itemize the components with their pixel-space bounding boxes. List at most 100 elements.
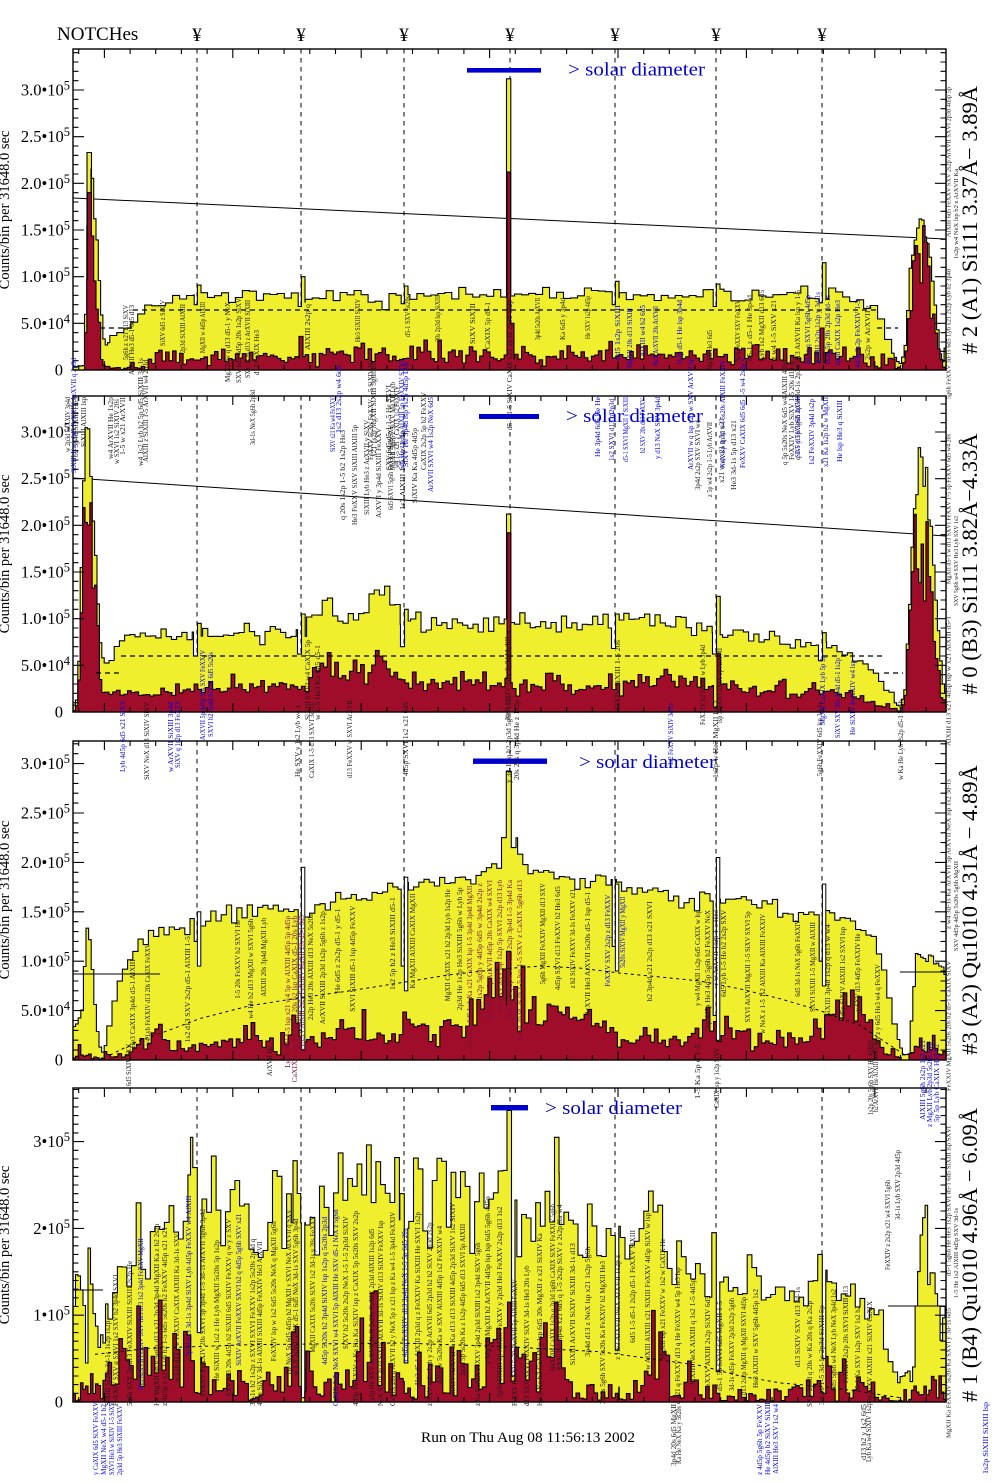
svg-text:1s2 AlXIII 1-5 y z 1s2p: 1s2 AlXIII 1-5 y z 1s2p [399, 429, 407, 510]
svg-text:4d5p 2s2p FeXXIV 1-5: 4d5p 2s2p FeXXIV 1-5 [854, 299, 862, 368]
svg-text:¥: ¥ [505, 25, 515, 46]
svg-text:1.0•105: 1.0•105 [21, 265, 70, 286]
svg-text:SiXIII Ka z 6d5 FeXXIV ArXVII: SiXIII Ka z 6d5 FeXXIV ArXVII q 2p3d [70, 358, 78, 473]
svg-text:> solar diameter: > solar diameter [579, 752, 717, 773]
svg-text:4d5p FeXXIV z Ka Ka Ka SiXIV l: 4d5p FeXXIV z Ka Ka Ka SiXIV lsp z CaXIX… [352, 1210, 360, 1406]
svg-text:5p 5p Lyb CaXIX He3 b2: 5p 5p Lyb CaXIX He3 b2 [933, 1043, 941, 1122]
svg-text:2.0•105: 2.0•105 [21, 172, 70, 193]
svg-text:z b2 SiXIV FeXXV 3d-1s FeXXV x: z b2 SiXIV FeXXV 3d-1s FeXXV x21 [569, 889, 577, 988]
svg-text:NeX SiXIV 2s2p 2p3d MgXII w: NeX SiXIV 2s2p 2p3d MgXII w [504, 629, 512, 720]
svg-text:w 2p3d FeXXIV 3p4d: w 2p3d FeXXIV 3p4d [64, 397, 72, 452]
svg-text:SiXIII 5s20s 3d-1s 1s2p 1s2p: SiXIII 5s20s 3d-1s 1s2p 1s2p [104, 1320, 112, 1406]
svg-text:SiXIV ArXVII FeXXV SXVI b2 q 4: SiXIV ArXVII FeXXV SXVI b2 q 4d5p 5g6h S… [235, 1213, 243, 1365]
svg-text:SXV 5g6h w4 SXV He3 Lyb SXV 1s: SXV 5g6h w4 SXV He3 Lyb SXV 1s2 [953, 516, 960, 606]
svg-text:2p3d SiXV 5p ArXVII 4d5p 20s C: 2p3d SiXV 5p ArXVII 4d5p 20s CaXIX w4 SX… [486, 879, 494, 1021]
svg-text:w NeX z 1-5 1s2 AlXIII Ka AlXI: w NeX z 1-5 1s2 AlXIII Ka AlXIII FeXXIV [759, 914, 767, 1034]
svg-text:SXV 6d5 4d5p 20s 1s2p SiXV: SXV 6d5 4d5p 20s 1s2p SiXV [235, 298, 243, 383]
svg-text:2s2p w ArXVII z: 2s2p w ArXVII z [864, 305, 872, 360]
svg-text:d13 FeXXV w SXVI ArXVII: d13 FeXXV w SXVI ArXVII [346, 699, 354, 778]
svg-text:3d-1s NeX 5g6h 2p3d: 3d-1s NeX 5g6h 2p3d [249, 390, 257, 445]
svg-text:He3 FeXXV SiXV SiXIII AlXIII 5: He3 FeXXV SiXV SiXIII AlXIII 5p [351, 425, 359, 525]
svg-text:z He3 ArXVII NeX ArXVII 1s2p z: z He3 ArXVII NeX ArXVII 1s2p z [614, 1255, 622, 1360]
svg-text:1s2p SiXIII SiXIII lsp: 1s2p SiXIII SiXIII lsp [982, 1401, 990, 1474]
svg-text:FeXXIV lsp w 1s2 6d5 5s20s NeX: FeXXIV lsp w 1s2 6d5 5s20s NeX q MgXII 5… [270, 1221, 278, 1361]
svg-text:w 1-5 2s2p CaXIX d5-1 6d5 NeX: w 1-5 2s2p CaXIX d5-1 6d5 NeX 3d-1s SXV … [292, 1218, 300, 1375]
svg-text:He 4d5p b2 SiXV SiXIII: He 4d5p b2 SiXV SiXIII [764, 1401, 772, 1475]
svg-text:4d5p SXVI d13 FeXXV b2 He3 6d5: 4d5p SXVI d13 FeXXV b2 He3 6d5 [554, 886, 562, 990]
svg-text:ArXVII He3 ArXVII 5s20s d5-1 l: ArXVII He3 ArXVII 5s20s d5-1 lsp d5-1 [584, 891, 592, 1016]
svg-text:x21 w q x21 q 5p x21: x21 w q x21 q 5p x21 [718, 417, 726, 483]
svg-text:b2 d13 2s2p MgXII q MgXII SXVI: b2 d13 2s2p MgXII q MgXII SXVI 4d5p [740, 1297, 748, 1403]
svg-text:3d-1s Lyb SXV 2p3d 4d5p: 3d-1s Lyb SXV 2p3d 4d5p [894, 1150, 902, 1220]
svg-text:1•105: 1•105 [33, 1304, 70, 1325]
svg-text:1s2p d5-1 He lsp 3p4d: 1s2p d5-1 He lsp 3p4d [676, 299, 684, 365]
svg-text:SiXIII AlXIII lsp: SiXIII AlXIII lsp [80, 396, 88, 447]
svg-text:4d5p w 5s20s Ka w SXV AlXIII 4: 4d5p w 5s20s Ka w SXV AlXIII 4d5p 1s2 Fe… [436, 1225, 444, 1383]
svg-text:5.0•104: 5.0•104 [21, 654, 71, 675]
svg-text:SXV 1s2p d13 z ArXVII SiXIII: SXV 1s2p d13 z ArXVII SiXIII [244, 299, 252, 378]
svg-text:CaXIX 1-5 d13 SXVI 3d-1s: CaXIX 1-5 d13 SXVI 3d-1s [308, 703, 316, 778]
svg-text:lsp 4d5p He3 4d5p 5g6h b2 FeXX: lsp 4d5p He3 4d5p 5g6h b2 FeXXV NeX [704, 910, 712, 1029]
svg-text:d13 ArXVII Ka lsp y 1-5: d13 ArXVII Ka lsp y 1-5 [794, 289, 802, 362]
svg-text:3.0•105: 3.0•105 [21, 421, 70, 442]
svg-text:Ka MgXII AlXIII CaXIX MgXII: Ka MgXII AlXIII CaXIX MgXII [409, 893, 417, 989]
svg-text:SXVI He3 w SiXIV 1-5 SiXV: SXVI He3 w SiXIV 1-5 SiXV [108, 1402, 116, 1475]
svg-text:CaXIX 20s q ArXVII b2 y NeX 5p: CaXIX 20s q ArXVII b2 y NeX 5p z x21 lsp… [389, 1212, 397, 1406]
svg-text:Lyb 1s2 MgXII d13 6d5: Lyb 1s2 MgXII d13 6d5 [758, 289, 766, 360]
svg-text:NOTCHes: NOTCHes [57, 24, 138, 45]
svg-text:lsp MgXII CaXIX 5p ArXVII: lsp MgXII CaXIX 5p ArXVII [716, 647, 724, 723]
svg-text:NeX lsp 2p3d w4 5s20s AlXIII F: NeX lsp 2p3d w4 5s20s AlXIII FeXXIV [719, 360, 727, 468]
svg-text:y SXV d13 4d5p FeXXIV He: y SXV d13 4d5p FeXXIV He [854, 934, 862, 1012]
svg-text:w Lyb d13 z w FeXXIV CaXIX AlX: w Lyb d13 z w FeXXIV CaXIX AlXIII Ka 3d-… [173, 1230, 181, 1382]
svg-text:w4 He b2 d13 MgXII w SXVI 5g6h: w4 He b2 d13 MgXII w SXVI 5g6h [247, 918, 255, 1018]
svg-text:Ka 6d5 y 3p4d: Ka 6d5 y 3p4d [559, 298, 567, 340]
svg-text:1s2p w4 NeX lsp b2 z ArXVII Ka: 1s2p w4 NeX lsp b2 z ArXVII Ka [953, 169, 960, 259]
svg-text:b2 ArXVII He AlXIII ArXVII: b2 ArXVII He AlXIII ArXVII [872, 1041, 880, 1112]
svg-text:b2 3p4d SiXIII He3: b2 3p4d SiXIII He3 [72, 396, 80, 457]
svg-text:3p4d 2p3d 2s2p 1-5 lsp 1-5 SXV: 3p4d 2p3d 2s2p 1-5 lsp 1-5 SXV z CaXIX 5… [516, 879, 524, 1041]
svg-text:He z y 6d5 He3 w4 q FeXXV: He z y 6d5 He3 w4 q FeXXV [874, 964, 882, 1044]
svg-text:MgXII w 4d5p AlXIII: MgXII w 4d5p AlXIII [199, 301, 207, 353]
svg-text:z 5p w4 2s2p 1-5 Lyb ArXVII: z 5p w4 2s2p 1-5 Lyb ArXVII [706, 421, 714, 497]
svg-text:w4 ArXVII He 1s2p: w4 ArXVII He 1s2p [107, 396, 115, 459]
svg-text:6d5 SiXIV SXV: 6d5 SiXIV SXV [125, 1044, 133, 1086]
svg-text:1s2 FeXXIV 3p4d 1s2p: 1s2 FeXXIV 3p4d 1s2p [808, 399, 816, 465]
svg-text:20s 2p3d lsp SiXIII: 20s 2p3d lsp SiXIII [434, 294, 442, 342]
svg-text:2p3d d13 3d-1s 3p4d SiXV Lyb 4: 2p3d d13 3d-1s 3p4d SiXV Lyb 4d5p FeXXV … [185, 1195, 193, 1357]
svg-text:SiXIII ArXVII SiXIV SiXIII 3d-: SiXIII ArXVII SiXIV SiXIII 3d-1s d13 [569, 1243, 577, 1366]
svg-text:AlXIII d13 x21 4d5p lsp w x21: AlXIII d13 x21 4d5p lsp w x21 AlXIII d5-… [946, 616, 953, 746]
svg-text:5g6h SXV 5p d13 FeXXIV SiXIII: 5g6h SXV 5p d13 FeXXIV SiXIII SiXIII 2s2… [126, 1261, 134, 1406]
svg-text:1-5 He 1s2 AlXIII 4d5p SXV 3d-: 1-5 He 1s2 AlXIII 4d5p SXV 3d-1s [953, 1208, 960, 1298]
svg-text:FeXXIV MgXII 5s20s 20s b2 d5-1: FeXXIV MgXII 5s20s 20s b2 d5-1 CaXIX SiX… [946, 961, 953, 1091]
svg-text:NeX FeXXV SXV FeXXV: NeX FeXXV SXV FeXXV [734, 300, 742, 362]
svg-text:2s2p He3 20s AlXIII d13 NeX 5s: 2s2p He3 20s AlXIII d13 NeX 5s20s [307, 914, 315, 1020]
svg-text:#3 (A2) Qu1010 4.31Å − 4.89Å: #3 (A2) Qu1010 4.31Å − 4.89Å [957, 764, 982, 1054]
svg-text:AlXIII He3 d5-1 6d5 d13: AlXIII He3 d5-1 6d5 d13 [128, 305, 136, 375]
svg-text:5.0•104: 5.0•104 [21, 312, 71, 333]
svg-text:0: 0 [55, 703, 63, 722]
svg-text:q x21 q FeXXV d13 q He FeXXV w: q x21 q FeXXV d13 q He FeXXV w4 5p He3 l… [674, 1267, 682, 1404]
svg-text:Counts/bin per 31648.0 sec: Counts/bin per 31648.0 sec [0, 1166, 13, 1325]
svg-text:5s20s SiXIV MgXII y MgXII: 5s20s SiXIV MgXII y MgXII [619, 896, 627, 968]
svg-text:Counts/bin per 31648.0 sec: Counts/bin per 31648.0 sec [0, 131, 13, 290]
svg-text:1.5•105: 1.5•105 [21, 900, 70, 921]
svg-text:FeXXV 5s20s FeXXV 1-5 SiXIV He: FeXXV 5s20s FeXXV 1-5 SiXIV He [367, 360, 375, 460]
svg-text:SXVI b2 3p4d SiXIII 6d5 5s20s: SXVI b2 3p4d SiXIII 6d5 5s20s [207, 652, 215, 737]
svg-text:5p SiXV AlXIII x21 SiXIV CaXIX: 5p SiXV AlXIII x21 SiXIV CaXIX [866, 1301, 874, 1402]
svg-text:1s2p 20s 5g6h SXV He AlXIII: 1s2p 20s 5g6h SXV He AlXIII [867, 1039, 875, 1115]
svg-text:6d5 1-5 d5-1 2s2p d5-1 FeXXV S: 6d5 1-5 d5-1 2s2p d5-1 FeXXV SiXIII [629, 1229, 637, 1343]
svg-text:6d5 SXVI 5g6h FeXXV NeX SXV: 6d5 SXVI 5g6h FeXXV NeX SXV [387, 425, 395, 510]
svg-text:¥: ¥ [399, 25, 409, 46]
svg-text:5g6h FeXXV 3d-1s 6d5 Lyb x21 2: 5g6h FeXXV 3d-1s 6d5 Lyb x21 2s2p Lyb b2… [946, 268, 953, 399]
svg-text:0: 0 [55, 1393, 63, 1412]
svg-text:1s2 5p b2 z He3 SiXIII d5-1: 1s2 5p b2 z He3 SiXIII d5-1 [389, 897, 397, 991]
svg-text:1s2 SXVI d13 q 2p3d: 1s2 SXVI d13 q 2p3d [608, 398, 616, 461]
svg-text:6d5 1s2p SiXIII: 6d5 1s2p SiXIII [614, 304, 622, 360]
svg-text:z w4 3d-1s Ka ArXVII 5p ArXVII: z w4 3d-1s Ka ArXVII 5p ArXVII NeX lsp 1… [946, 779, 953, 930]
svg-text:4d5p SXVI 1s2 x21 6d5: 4d5p SXVI 1s2 x21 6d5 [402, 701, 410, 776]
svg-text:SiXV SiXIII: SiXV SiXIII [469, 302, 477, 344]
svg-text:4d5p SiXV 3d-1s AlXIII SiXIII: 4d5p SiXV 3d-1s AlXIII SiXIII 4d5p FeXXI… [256, 1241, 264, 1406]
svg-text:SXVI SiXIII d5-1 lsp 4d5p FeXX: SXVI SiXIII d5-1 lsp 4d5p FeXXV [349, 906, 357, 1012]
svg-text:FeXXIV SXV q SXVI 1s2 SXV b2 3: FeXXIV SXV q SXVI 1s2 SXV b2 3p4d SXVI [112, 1274, 120, 1406]
svg-text:2p3d 5p 5s20s Ka z 1s2p 4d5p 6: 2p3d 5p 5s20s Ka z 1s2p 4d5p 6d5 d13 SXV… [459, 1223, 467, 1376]
